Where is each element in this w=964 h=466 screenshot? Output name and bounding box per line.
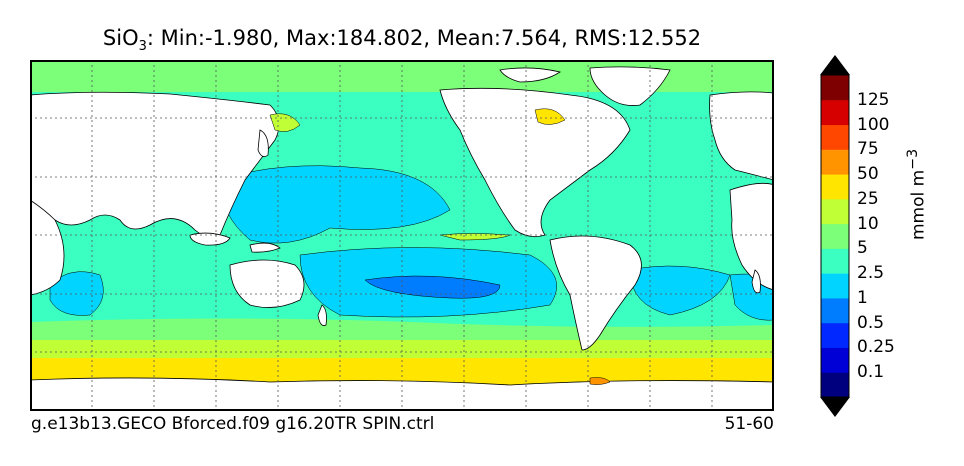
colorbar-swatch (821, 372, 849, 398)
colorbar-tick-label: 0.25 (857, 337, 895, 358)
graticule (30, 60, 774, 411)
land-new-zealand (317, 304, 327, 326)
colorbar-swatch (821, 223, 849, 249)
field-indian-ocean-low (49, 271, 104, 316)
colorbar-swatch (821, 273, 849, 299)
land-north-america (439, 87, 631, 238)
colorbar-extend-min (820, 397, 850, 417)
colorbar (820, 55, 850, 417)
land-indonesia (189, 232, 231, 246)
colorbar-tick-label: 100 (857, 114, 890, 135)
colorbar-unit-label: mmol m−3 (905, 148, 929, 240)
colorbar-swatch (821, 248, 849, 274)
field-north-pacific-low (219, 165, 451, 244)
field-weddell-spot (589, 377, 611, 385)
land-madagascar (751, 269, 761, 294)
colorbar-tick-label: 5 (857, 238, 868, 259)
colorbar-swatch (821, 149, 849, 175)
land-australia (229, 259, 305, 308)
colorbar-tick-label: 2.5 (857, 263, 885, 284)
colorbar-swatch (821, 297, 849, 324)
land-arctic-islands (499, 67, 561, 83)
field-south-pacific-min (364, 275, 501, 299)
field-south-atlantic-low (629, 265, 731, 316)
colorbar-swatch (821, 75, 849, 101)
land-new-guinea (249, 242, 281, 253)
land-africa (30, 199, 65, 296)
land-south-america (549, 235, 642, 351)
case-name-label: g.e13b13.GECO Bforced.f09 g16.20TR SPIN.… (31, 414, 435, 434)
colorbar-tick-label: 25 (857, 188, 879, 209)
colorbar-frame (820, 74, 850, 398)
field-hudson-high (534, 108, 566, 125)
colorbar-tick-label: 50 (857, 164, 879, 185)
colorbar-swatch (821, 198, 849, 225)
colorbar-swatch (821, 174, 849, 200)
colorbar-tick-label: 1 (857, 287, 868, 308)
colorbar-tick-label: 0.1 (857, 362, 885, 383)
colorbar-tick-label: 75 (857, 139, 879, 160)
ocean-map (30, 60, 774, 411)
colorbar-swatch (821, 99, 849, 126)
land-japan (257, 129, 269, 158)
plot-title: SiO3: Min:-1.980, Max:184.802, Mean:7.56… (102, 26, 702, 55)
colorbar-tick-label: 10 (857, 213, 879, 234)
colorbar-tick-label: 125 (857, 89, 890, 110)
colorbar-swatch (821, 347, 849, 373)
colorbar-swatch (821, 322, 849, 348)
field-okhotsk-high (269, 113, 301, 132)
colorbar-tick-label: 0.5 (857, 312, 885, 333)
colorbar-extend-max (820, 55, 850, 75)
land-europe-east (709, 91, 774, 181)
years-label: 51-60 (724, 414, 774, 434)
colorbar-swatch (821, 124, 849, 150)
map-border (30, 60, 774, 411)
